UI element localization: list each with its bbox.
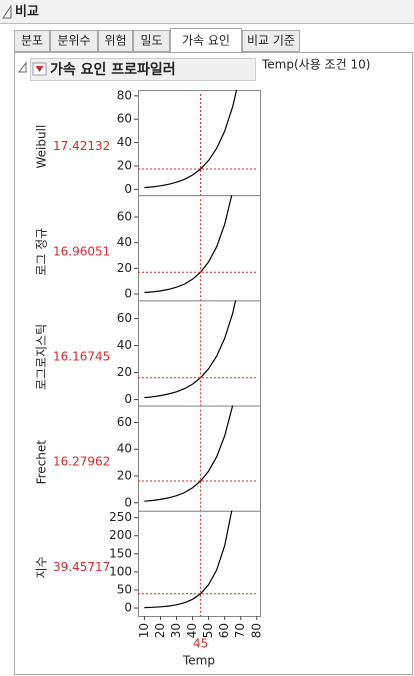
y-tick-label: 60 bbox=[117, 210, 132, 224]
tab[interactable] bbox=[170, 28, 242, 53]
response-curve bbox=[144, 195, 233, 294]
response-curve bbox=[144, 300, 237, 399]
tab-label: 가속 요인 bbox=[182, 34, 230, 48]
profiler-title: 가속 요인 프로파일러 bbox=[50, 61, 176, 78]
y-tick-label: 60 bbox=[117, 415, 132, 429]
tab[interactable] bbox=[50, 30, 98, 52]
tab-bar: 분포 분위수 위험 밀도 가속 요인 비교 기준 bbox=[14, 28, 300, 53]
y-tick-label: 0 bbox=[124, 392, 132, 406]
tab[interactable] bbox=[98, 30, 133, 52]
menu-arrow bbox=[35, 66, 44, 72]
x-tick-label: 30 bbox=[169, 623, 183, 638]
y-tick-label: 20 bbox=[117, 469, 132, 483]
tab-label: 밀도 bbox=[140, 34, 162, 48]
tab-panel bbox=[14, 52, 413, 675]
y-tick-label: 40 bbox=[117, 442, 132, 456]
current-value: 17.42132 bbox=[53, 139, 110, 153]
current-value: 16.96051 bbox=[53, 244, 110, 258]
panel-label: 지수 bbox=[35, 556, 49, 578]
y-tick-label: 0 bbox=[124, 182, 132, 196]
y-tick-label: 20 bbox=[117, 365, 132, 379]
y-tick-label: 60 bbox=[117, 311, 132, 325]
plot-frame bbox=[138, 300, 261, 407]
current-value: 16.27962 bbox=[53, 455, 110, 469]
y-tick-label: 50 bbox=[117, 582, 132, 596]
header-bar bbox=[0, 0, 414, 24]
y-tick-label: 0 bbox=[124, 286, 132, 300]
tab[interactable] bbox=[242, 30, 300, 52]
y-tick-label: 40 bbox=[117, 135, 132, 149]
y-tick-label: 150 bbox=[109, 546, 132, 560]
y-tick-label: 0 bbox=[124, 495, 132, 509]
tab[interactable] bbox=[133, 30, 170, 52]
panel-label: 로그로지스틱 bbox=[35, 324, 49, 390]
x-axis-label: Temp bbox=[182, 654, 215, 668]
plot-frame bbox=[138, 405, 261, 512]
condition-label: Temp(사용 조건 10) bbox=[261, 58, 370, 72]
y-tick-label: 20 bbox=[117, 261, 132, 275]
current-value: 39.45717 bbox=[53, 560, 110, 574]
plot-frame bbox=[138, 510, 261, 617]
response-curve bbox=[144, 510, 233, 609]
current-value: 16.16745 bbox=[53, 350, 110, 364]
x-tick-label: 20 bbox=[153, 623, 167, 638]
x-tick-label: 40 bbox=[185, 623, 199, 638]
tab[interactable] bbox=[14, 30, 50, 52]
profiler-header bbox=[30, 58, 256, 81]
x-current-value: 45 bbox=[193, 637, 208, 651]
response-curve bbox=[144, 405, 234, 502]
x-tick-label: 50 bbox=[201, 623, 215, 638]
y-tick-label: 40 bbox=[117, 338, 132, 352]
y-tick-label: 100 bbox=[109, 564, 132, 578]
y-tick-label: 40 bbox=[117, 235, 132, 249]
tab-label: 비교 기준 bbox=[247, 34, 295, 48]
y-tick-label: 200 bbox=[109, 528, 132, 542]
x-tick-label: 80 bbox=[249, 623, 263, 638]
x-tick-label: 60 bbox=[217, 623, 231, 638]
tab-label: 분위수 bbox=[57, 34, 90, 48]
x-tick-label: 70 bbox=[233, 623, 247, 638]
plot-frame bbox=[138, 195, 261, 302]
y-tick-label: 0 bbox=[124, 601, 132, 615]
x-tick-label: 10 bbox=[137, 623, 151, 638]
tab-label: 분포 bbox=[21, 34, 43, 48]
collapse-icon[interactable] bbox=[2, 4, 12, 19]
profiler-plots: 0 20 40 60 80 17.42132 Weibull 0 20 40 60 16.96051 로… bbox=[35, 88, 264, 668]
tab-label: 위험 bbox=[104, 34, 126, 48]
y-tick-label: 250 bbox=[109, 510, 132, 524]
y-tick-label: 80 bbox=[117, 88, 132, 102]
y-tick-label: 60 bbox=[117, 112, 132, 126]
response-curve bbox=[144, 90, 238, 189]
panel-label: 로그 정규 bbox=[35, 228, 49, 276]
y-tick-label: 20 bbox=[117, 158, 132, 172]
profiler-collapse[interactable] bbox=[17, 61, 27, 73]
panel-label: Frechet bbox=[35, 440, 49, 485]
panel-label: Weibull bbox=[35, 125, 49, 169]
header-title: 비교 bbox=[15, 5, 39, 20]
plot-frame bbox=[138, 90, 261, 197]
